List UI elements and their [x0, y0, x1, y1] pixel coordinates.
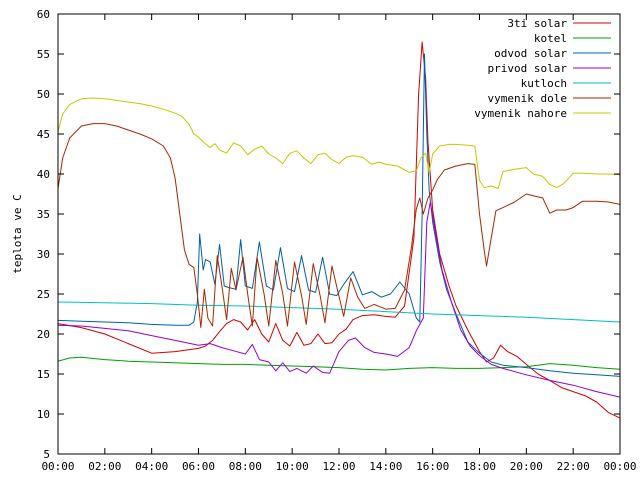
legend-label: vymenik dole: [488, 92, 567, 105]
legend-label: vymenik nahore: [474, 107, 567, 120]
series-layer: [58, 41, 620, 419]
series-line-4: [58, 301, 620, 323]
y-tick-label: 50: [37, 88, 50, 101]
series-line-6: [58, 97, 620, 189]
y-tick-label: 20: [37, 328, 50, 341]
y-tick-label: 10: [37, 408, 50, 421]
series-line-2: [58, 53, 620, 377]
y-tick-label: 30: [37, 248, 50, 261]
series-line-1: [58, 356, 620, 371]
x-tick-label: 22:00: [557, 460, 590, 473]
x-tick-label: 08:00: [229, 460, 262, 473]
y-tick-label: 15: [37, 368, 50, 381]
x-tick-label: 04:00: [135, 460, 168, 473]
legend-label: 3ti solar: [507, 17, 567, 30]
legend: 3ti solar kotel odvod solar privod solar kut…: [474, 17, 611, 120]
series-line-5: [58, 123, 620, 329]
y-tick-label: 40: [37, 168, 50, 181]
y-tick-label: 25: [37, 288, 50, 301]
x-tick-label: 10:00: [276, 460, 309, 473]
x-tick-label: 12:00: [322, 460, 355, 473]
x-tick-label: 02:00: [88, 460, 121, 473]
x-tick-label: 14:00: [369, 460, 402, 473]
legend-label: privod solar: [488, 62, 568, 75]
legend-label: odvod solar: [494, 47, 567, 60]
x-tick-label: 00:00: [41, 460, 74, 473]
y-axis-label: teplota ve C: [11, 194, 24, 273]
x-tick-label: 00:00: [603, 460, 636, 473]
y-tick-label: 60: [37, 8, 50, 21]
legend-label: kutloch: [521, 77, 567, 90]
y-tick-label: 35: [37, 208, 50, 221]
legend-label: kotel: [534, 32, 567, 45]
series-line-0: [58, 41, 620, 419]
axis-layer: 5 10 15 20 25 30 35 40 45 50 55 60 00:00 02:00 04:00 06…: [37, 8, 637, 473]
y-tick-label: 45: [37, 128, 50, 141]
y-tick-label: 55: [37, 48, 50, 61]
x-tick-label: 18:00: [463, 460, 496, 473]
series-line-3: [58, 201, 620, 398]
x-tick-label: 06:00: [182, 460, 215, 473]
x-tick-label: 16:00: [416, 460, 449, 473]
x-tick-label: 20:00: [510, 460, 543, 473]
y-tick-label: 5: [43, 448, 50, 461]
